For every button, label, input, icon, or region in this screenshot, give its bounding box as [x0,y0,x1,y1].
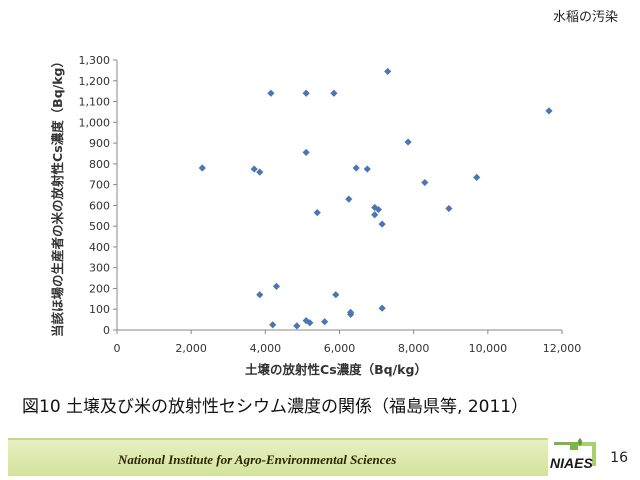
data-point-marker [374,205,383,214]
x-tick-labels: 0 2,000 4,000 6,000 8,000 10,000 12,000 [114,330,582,355]
y-tick-label: 900 [89,137,110,150]
data-points [198,67,553,330]
section-tag: 水稲の汚染 [552,10,618,25]
x-axis-label: 土壌の放射性Cs濃度（Bq/kg） [245,362,427,377]
niaes-logo [554,438,596,466]
y-tick-label: 200 [89,282,110,295]
data-point-marker [332,291,340,299]
data-point-marker [371,203,379,212]
data-point-marker [250,165,258,173]
x-tick-label: 8,000 [398,342,430,355]
data-point-marker [347,310,355,319]
data-point-marker [378,304,386,312]
y-tick-label: 600 [89,199,110,212]
y-axis-label: 当該ほ場の生産者の米の放射性Cs濃度（Bq/kg） [50,55,65,337]
y-tick-label: 1,000 [79,116,111,129]
data-point-marker [445,204,453,213]
data-point-marker [378,220,386,228]
footer-institution: National Institute for Agro-Environmenta… [118,452,397,467]
figure-caption: 図10 土壌及び米の放射性セシウム濃度の関係（福島県等, 2011） [22,397,529,417]
y-tick-label: 1,200 [79,75,111,88]
data-point-marker [313,209,321,217]
data-point-marker [198,164,206,172]
x-tick-label: 0 [114,342,121,355]
y-tick-labels: 0 100 200 300 400 500 600 700 800 900 1,000 1,100 1,… [79,54,117,337]
x-tick-label: 4,000 [250,342,282,355]
x-tick-label: 10,000 [469,342,508,355]
page-number: 16 [610,450,628,466]
y-tick-label: 800 [89,158,110,171]
data-point-marker [384,67,392,76]
x-tick-label: 6,000 [324,342,356,355]
y-tick-label: 100 [89,303,110,316]
data-point-marker [545,107,553,115]
data-point-marker [302,89,310,97]
data-point-marker [293,322,301,330]
y-tick-label: 1,100 [79,96,111,109]
y-tick-label: 500 [89,220,110,233]
data-point-marker [267,89,275,97]
data-point-marker [272,282,281,290]
data-point-marker [302,148,310,157]
data-point-marker [363,165,371,173]
footer-bar [8,438,548,476]
data-point-marker [330,89,338,97]
data-point-marker [352,164,360,172]
data-point-marker [256,168,264,176]
y-tick-label: 700 [89,179,110,192]
data-point-marker [473,173,481,181]
data-point-marker [321,318,329,326]
data-point-marker [302,317,310,325]
y-tick-label: 1,300 [79,54,111,67]
data-point-marker [256,291,264,299]
x-tick-label: 2,000 [175,342,207,355]
x-tick-label: 12,000 [543,342,582,355]
y-tick-label: 400 [89,241,110,254]
data-point-marker [421,178,429,187]
scatter-chart: 0 100 200 300 400 500 600 700 800 900 1,000 1,100 1,… [50,54,582,377]
data-point-marker [404,138,412,146]
y-tick-label: 300 [89,262,110,275]
data-point-marker [371,211,379,219]
data-point-marker [345,195,353,203]
y-tick-label: 0 [103,324,110,337]
data-point-marker [269,321,277,329]
niaes-logo-text: NIAES [550,455,593,471]
